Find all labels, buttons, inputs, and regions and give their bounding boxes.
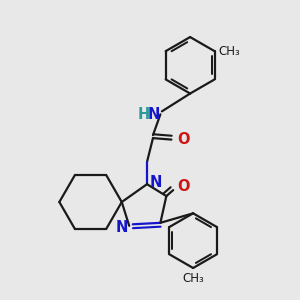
Text: N: N: [149, 175, 162, 190]
Text: N: N: [115, 220, 128, 235]
Text: CH₃: CH₃: [182, 272, 204, 286]
Text: H: H: [138, 107, 150, 122]
Text: N: N: [148, 107, 161, 122]
Text: O: O: [177, 179, 190, 194]
Text: O: O: [177, 132, 190, 147]
Text: CH₃: CH₃: [218, 45, 240, 58]
